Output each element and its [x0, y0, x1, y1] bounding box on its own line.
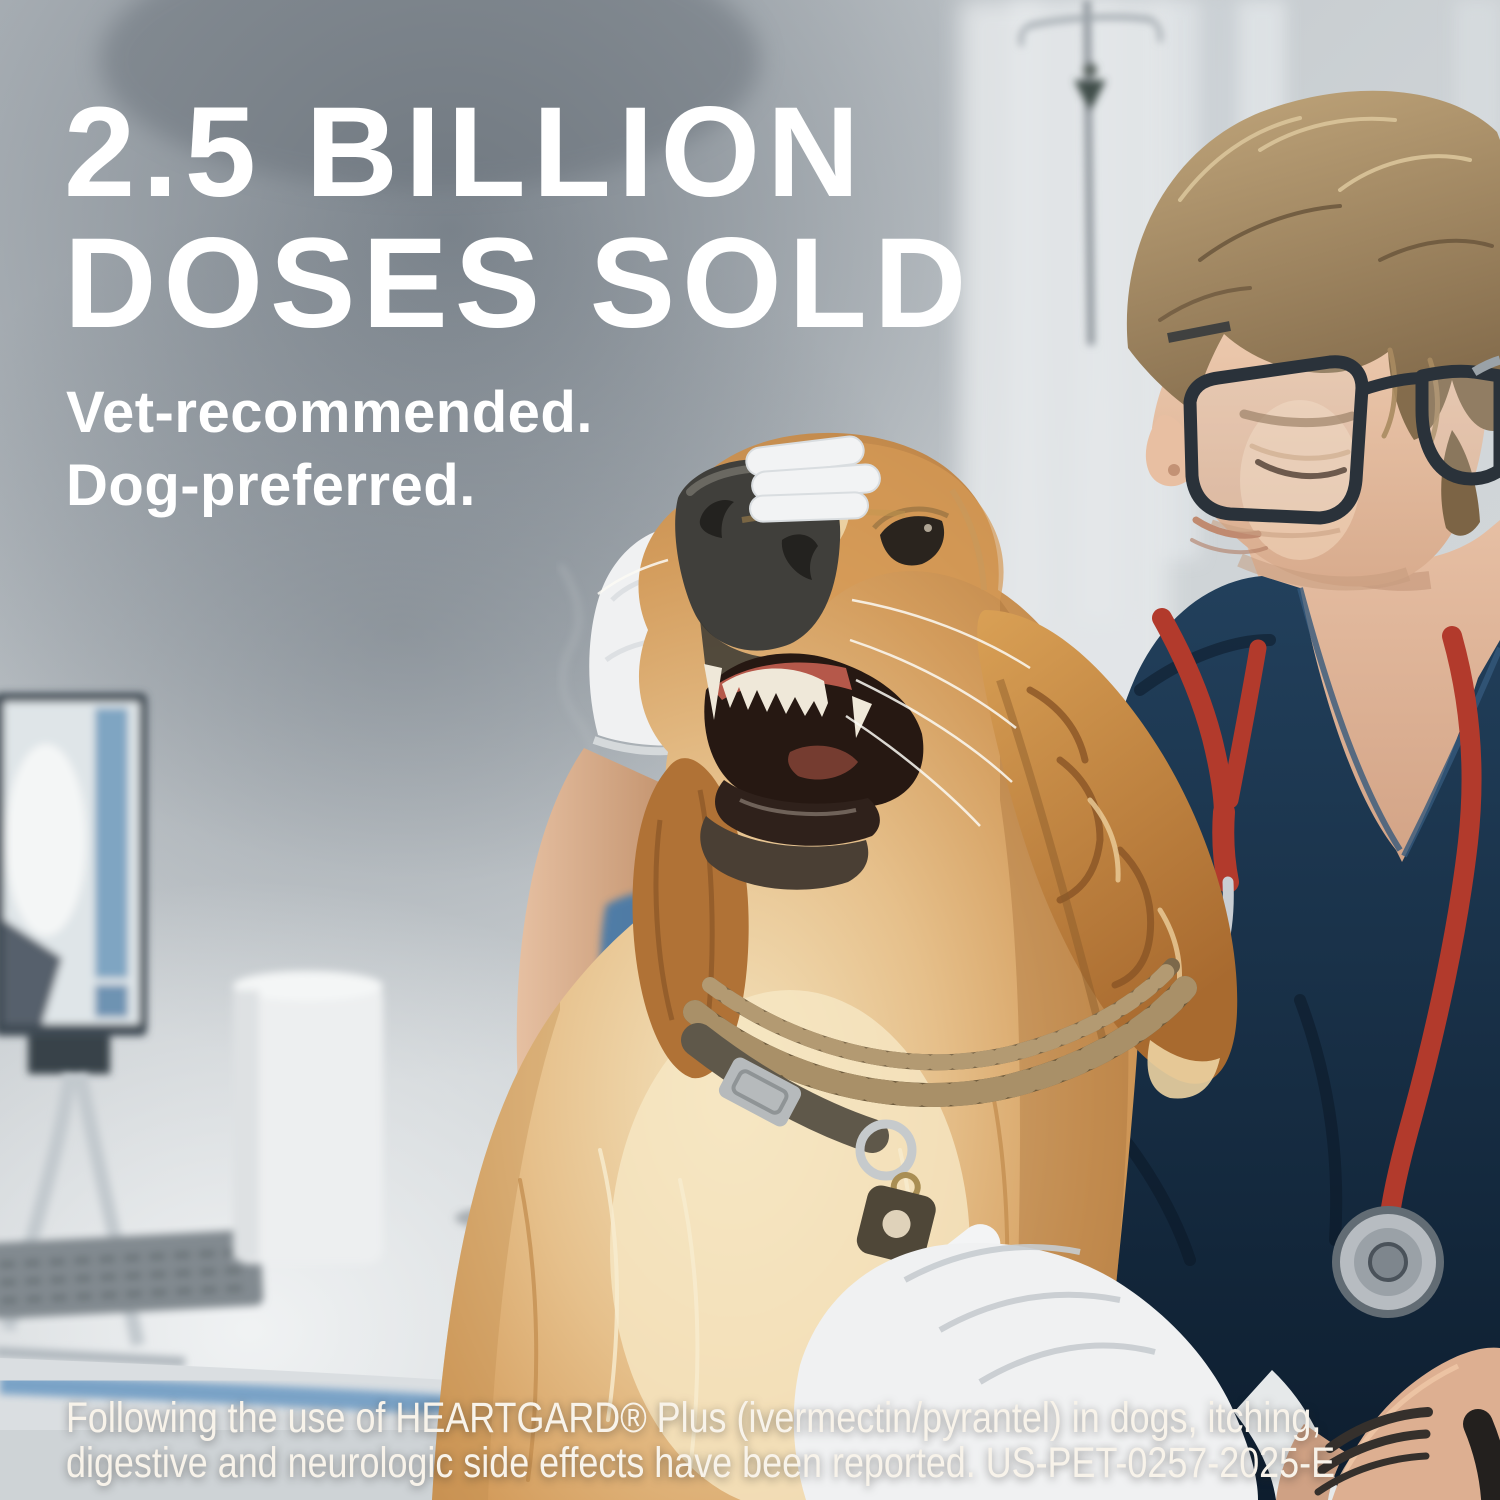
dog-teeth	[704, 664, 872, 738]
headline-line2: DOSES SOLD	[64, 211, 974, 355]
subheadline-line1: Vet-recommended.	[66, 380, 593, 445]
bracelet-icon	[1314, 1407, 1433, 1496]
vet-nose-icon	[1145, 415, 1193, 487]
watch-band-icon	[1463, 1409, 1500, 1500]
vet-forearm	[1314, 1347, 1500, 1500]
vet-hair	[1126, 90, 1500, 441]
right-glove	[793, 1224, 1345, 1500]
monitor-icon	[0, 693, 147, 1074]
dog-mouth	[700, 653, 924, 890]
vet-eye	[1239, 409, 1357, 480]
disclaimer: Following the use of HEARTGARD® Plus (iv…	[66, 1396, 1335, 1486]
disclaimer-line1: Following the use of HEARTGARD® Plus (iv…	[66, 1395, 1322, 1442]
eyeglasses-icon	[1167, 321, 1500, 525]
supply-container	[233, 971, 383, 1264]
monitor-screen-sidebar	[95, 708, 128, 978]
collar-tag-icon	[856, 1172, 936, 1265]
headline-line1: 2.5 BILLION	[64, 81, 867, 224]
subheadline-line2: Dog-preferred.	[66, 453, 476, 519]
hair-strands	[1158, 116, 1494, 447]
keyboard-icon	[0, 1229, 264, 1319]
dog-eye-icon	[872, 488, 987, 591]
collar-buckle-icon	[718, 1057, 802, 1127]
stethoscope-chestpiece-icon	[1332, 1206, 1444, 1318]
stethoscope	[1378, 626, 1482, 1242]
disclaimer-line2: digestive and neurologic side effects ha…	[66, 1440, 1336, 1488]
dog-whiskers	[597, 558, 1031, 827]
collar-dring-icon	[855, 1119, 917, 1181]
subheadline: Vet-recommended. Dog-preferred.	[66, 376, 593, 522]
left-glove-fingers	[741, 435, 906, 523]
iv-pole-icon	[1018, 0, 1163, 346]
headline: 2.5 BILLION DOSES SOLD	[64, 81, 974, 355]
